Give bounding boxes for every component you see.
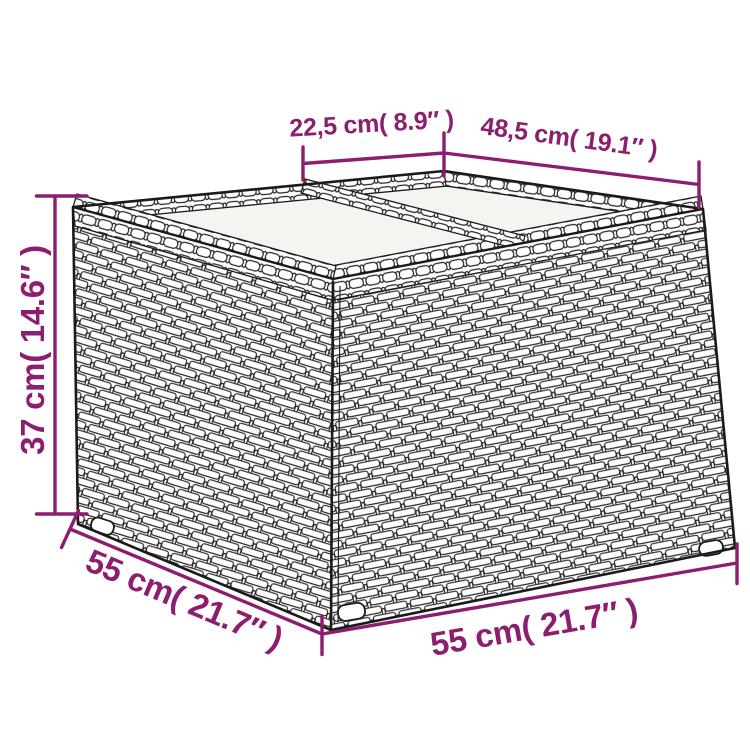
dimension-top-left-label: 22,5 cm( 8.9″ ) <box>289 105 455 142</box>
table-feet <box>90 516 724 622</box>
dimension-top-left: 22,5 cm( 8.9″ ) <box>289 105 455 182</box>
dimension-top-right-label: 48,5 cm( 19.1″ ) <box>479 112 659 164</box>
table-illustration <box>71 169 737 632</box>
dimension-height-label: 37 cm( 14.6″ ) <box>14 245 51 455</box>
dimension-height: 37 cm( 14.6″ ) <box>14 194 89 516</box>
top-rim-weave <box>72 170 704 280</box>
